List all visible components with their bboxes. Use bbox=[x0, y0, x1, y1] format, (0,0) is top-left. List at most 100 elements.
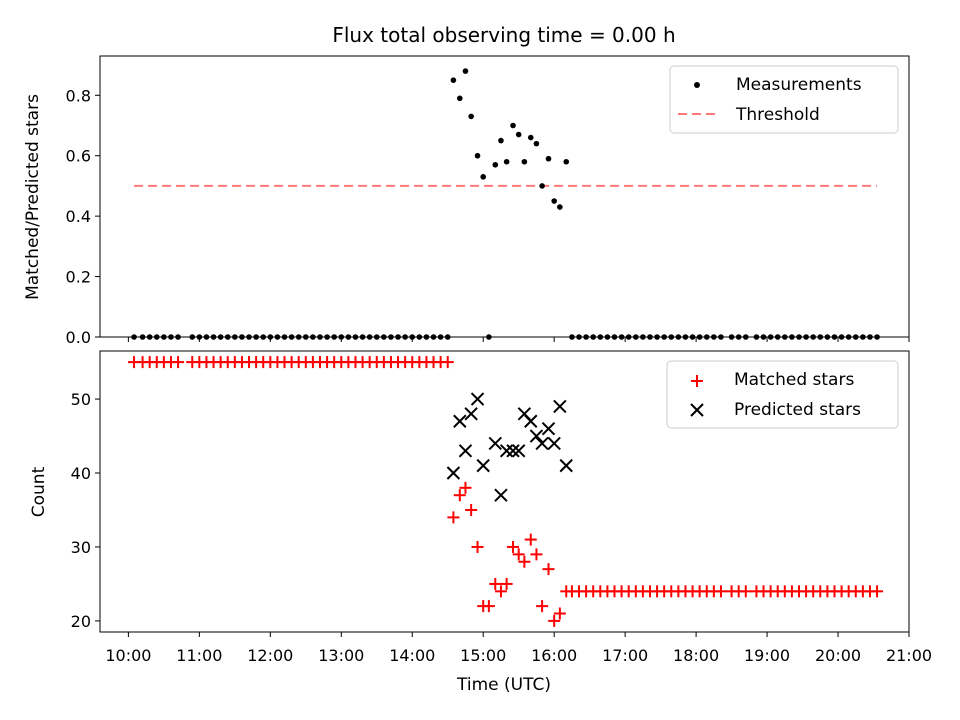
measurement-point bbox=[551, 198, 557, 204]
top-y-tick-label: 0.2 bbox=[66, 268, 91, 287]
matched-star-point bbox=[518, 555, 531, 568]
measurement-point bbox=[450, 77, 457, 83]
matched-star-point bbox=[530, 548, 543, 561]
x-tick-label: 15:00 bbox=[460, 646, 506, 665]
predicted-star-point bbox=[547, 436, 561, 451]
predicted-star-point bbox=[446, 466, 461, 480]
x-tick-label: 13:00 bbox=[318, 646, 364, 665]
predicted-star-point bbox=[535, 436, 549, 451]
legend-matched-label: Matched stars bbox=[734, 370, 854, 390]
predicted-star-point bbox=[529, 429, 544, 443]
measurement-point bbox=[474, 152, 481, 159]
legend-threshold-label: Threshold bbox=[735, 105, 820, 125]
predicted-star-point bbox=[453, 414, 467, 428]
x-tick-label: 14:00 bbox=[389, 646, 435, 665]
predicted-star-point bbox=[511, 444, 526, 458]
top-y-ticks: 0.0 0.2 0.4 0.6 0.8 bbox=[66, 86, 100, 347]
bottom-x-ticks: 10:00 11:00 12:00 13:00 14:00 15:00 16:00 17:00… bbox=[105, 632, 932, 665]
x-tick-label: 21:00 bbox=[886, 646, 932, 665]
matched-star-point bbox=[714, 585, 727, 598]
matched-star-point bbox=[536, 600, 549, 613]
matched-star-point bbox=[489, 577, 502, 590]
matched-star-point bbox=[739, 585, 752, 598]
bottom-axes-frame bbox=[99, 350, 910, 633]
predicted-star-point bbox=[470, 392, 485, 406]
predicted-star-point bbox=[464, 407, 478, 421]
bottom-y-axis-label: Count bbox=[29, 466, 49, 517]
legend-predicted-label: Predicted stars bbox=[734, 400, 861, 420]
measurement-point bbox=[563, 158, 570, 165]
top-y-axis-label: Matched/Predicted stars bbox=[23, 94, 43, 300]
measurement-point bbox=[468, 113, 474, 120]
bottom-legend: Matched stars Predicted stars bbox=[666, 360, 899, 429]
matched-star-point bbox=[453, 489, 466, 502]
top-panel: 0.00.20.40.60.8 Matched/Predicted stars … bbox=[23, 55, 910, 347]
matched-star-point bbox=[512, 548, 525, 561]
matched-star-point bbox=[500, 577, 513, 590]
predicted-star-point bbox=[458, 444, 473, 458]
predicted-star-point bbox=[488, 436, 502, 451]
matched-star-point bbox=[548, 614, 561, 627]
matched-star-point bbox=[524, 533, 537, 546]
measurement-point bbox=[456, 95, 463, 102]
x-tick-label: 12:00 bbox=[247, 646, 293, 665]
legend-measurements-label: Measurements bbox=[736, 75, 862, 95]
matched-star-point bbox=[465, 503, 478, 516]
matched-star-point bbox=[542, 563, 555, 576]
bottom-y-tick-label: 40 bbox=[71, 464, 91, 483]
x-tick-label: 10:00 bbox=[105, 646, 151, 665]
measurement-point bbox=[545, 155, 552, 162]
bottom-y-ticks: 20 30 40 50 bbox=[71, 390, 100, 631]
legend-predicted-marker bbox=[690, 403, 704, 417]
measurement-point bbox=[521, 158, 528, 165]
bottom-y-tick-label: 50 bbox=[71, 390, 91, 409]
predicted-star-point bbox=[524, 414, 538, 428]
matched-star-point bbox=[459, 481, 472, 494]
measurement-point bbox=[510, 122, 516, 129]
chart-title: Flux total observing time = 0.00 h bbox=[332, 23, 675, 47]
predicted-star-point bbox=[499, 444, 514, 458]
measurement-point bbox=[462, 68, 469, 74]
top-legend: Measurements Threshold bbox=[669, 65, 899, 134]
top-y-tick-label: 0.0 bbox=[66, 328, 91, 347]
matched-star-point bbox=[482, 600, 495, 613]
x-axis-label: Time (UTC) bbox=[456, 675, 551, 695]
matched-star-point bbox=[507, 540, 520, 553]
predicted-star-point bbox=[553, 399, 567, 414]
matched-star-point bbox=[447, 511, 460, 524]
top-axes-frame bbox=[99, 55, 910, 338]
matched-star-point bbox=[553, 607, 566, 620]
x-tick-label: 18:00 bbox=[673, 646, 719, 665]
bottom-y-tick-label: 20 bbox=[71, 612, 91, 631]
predicted-star-point bbox=[559, 458, 573, 473]
x-tick-label: 19:00 bbox=[744, 646, 790, 665]
matched-star-point bbox=[494, 585, 507, 598]
matched-star-point bbox=[441, 356, 454, 369]
matched-star-point bbox=[471, 540, 484, 553]
predicted-star-point bbox=[506, 444, 520, 458]
measurement-point bbox=[480, 174, 487, 180]
measurement-point bbox=[503, 158, 510, 165]
predicted-star-point bbox=[476, 458, 490, 473]
x-tick-label: 11:00 bbox=[176, 646, 222, 665]
top-y-tick-label: 0.8 bbox=[66, 86, 91, 105]
predicted-star-point bbox=[494, 488, 508, 502]
measurement-point bbox=[527, 134, 534, 141]
measurement-point bbox=[515, 131, 522, 138]
bottom-y-tick-label: 30 bbox=[71, 538, 91, 557]
measurement-point bbox=[498, 137, 504, 144]
matched-star-point bbox=[871, 585, 884, 598]
measurement-point bbox=[492, 161, 499, 168]
top-legend-box bbox=[669, 65, 899, 134]
top-y-tick-label: 0.4 bbox=[66, 207, 91, 226]
measurement-point bbox=[533, 140, 540, 147]
top-y-tick-label: 0.6 bbox=[66, 147, 91, 166]
legend-measurements-marker bbox=[694, 82, 700, 88]
x-tick-label: 20:00 bbox=[815, 646, 861, 665]
bottom-legend-box bbox=[666, 360, 899, 429]
x-tick-label: 16:00 bbox=[531, 646, 577, 665]
measurement-point bbox=[539, 183, 545, 189]
x-tick-label: 17:00 bbox=[602, 646, 648, 665]
